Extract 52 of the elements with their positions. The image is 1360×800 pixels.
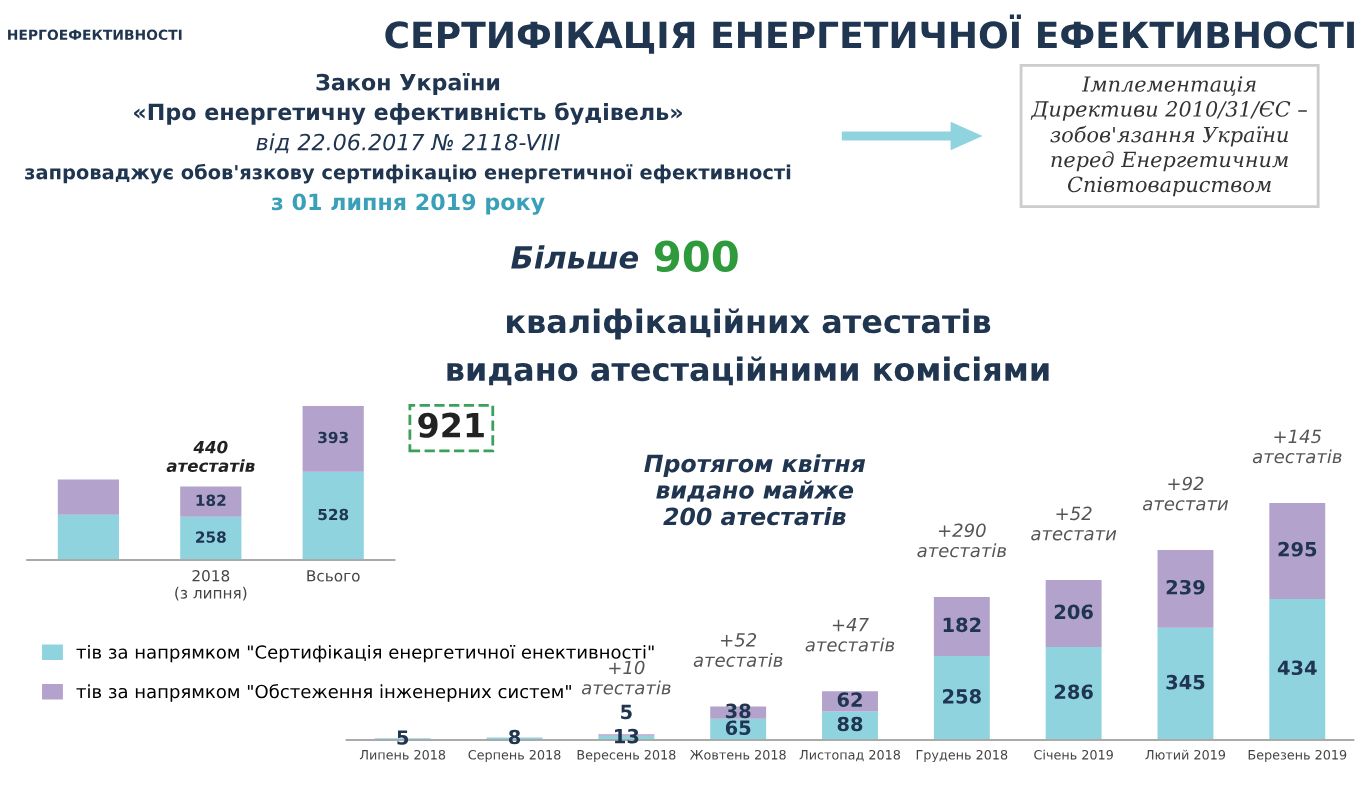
bar	[1045, 580, 1102, 648]
bar	[1269, 598, 1326, 740]
annotation: Протягом квітня видано майже 200 атестатів	[644, 454, 866, 526]
text: 900	[654, 240, 738, 273]
annotation: 440 атестатів	[166, 440, 255, 473]
data-label: 434	[1277, 660, 1317, 676]
text: від 22.06.2017 № 2118-VIII	[256, 133, 560, 154]
text: кваліфікаційних атестатів	[507, 308, 991, 340]
data-label: 5	[397, 730, 409, 745]
bar	[57, 514, 119, 560]
data-label: 239	[1166, 579, 1205, 595]
text: Імплементація Директиви 2010/31/ЄС – зобов'язання України перед Енергетичним Співтовариством	[1030, 76, 1307, 197]
annotation: 921	[418, 412, 484, 438]
data-label: 38	[725, 703, 751, 719]
data-label: 258	[943, 688, 981, 704]
annotation: +52 атестатів	[693, 633, 783, 667]
bar	[302, 405, 364, 472]
bar	[180, 516, 242, 560]
bar	[933, 596, 990, 657]
text: запроваджує обов'язкову сертифікацію енергетичної ефективності	[25, 163, 791, 184]
bar	[1045, 647, 1102, 740]
bar	[1269, 502, 1326, 599]
bar	[57, 479, 119, 515]
data-label: 182	[943, 617, 981, 633]
annotation: +52 атестати	[1031, 506, 1117, 541]
legend-label: тів за напрямком "Сертифікація енергетичної енективності"	[76, 644, 654, 663]
bar	[302, 471, 364, 560]
text: видано атестаційними комісіями	[447, 356, 1049, 386]
data-label: 345	[1166, 674, 1205, 690]
text: з 01 липня 2019 року	[271, 193, 545, 215]
annotation: +47 атестатів	[805, 617, 895, 652]
data-label: 286	[1054, 684, 1093, 700]
annotation: +92 атестати	[1142, 476, 1229, 511]
bar	[1157, 550, 1214, 628]
annotation: +290 атестатів	[917, 523, 1007, 558]
data-label: 295	[1278, 541, 1317, 557]
text: Більше	[511, 245, 639, 269]
text: Закон України	[316, 73, 500, 95]
data-label: 206	[1054, 604, 1093, 620]
bar	[933, 656, 990, 740]
legend-label: тів за напрямком "Обстеження інженерних систем"	[76, 684, 571, 702]
data-label: 65	[725, 720, 751, 736]
chart-title: СЕРТИФІКАЦІЯ ЕНЕРГЕТИЧНОЇ ЕФЕКТИВНОСТІ	[385, 14, 1354, 54]
text: «Про енергетичну ефективність будівель»	[134, 102, 682, 125]
annotation: +10 атестатів	[581, 660, 671, 695]
annotation: +145 атестатів	[1252, 429, 1342, 464]
data-label: 5	[621, 704, 632, 720]
data-label: 62	[837, 692, 862, 707]
bar	[1157, 627, 1214, 740]
data-label: 88	[837, 716, 863, 732]
data-label: 8	[508, 729, 521, 745]
bar	[180, 486, 242, 517]
